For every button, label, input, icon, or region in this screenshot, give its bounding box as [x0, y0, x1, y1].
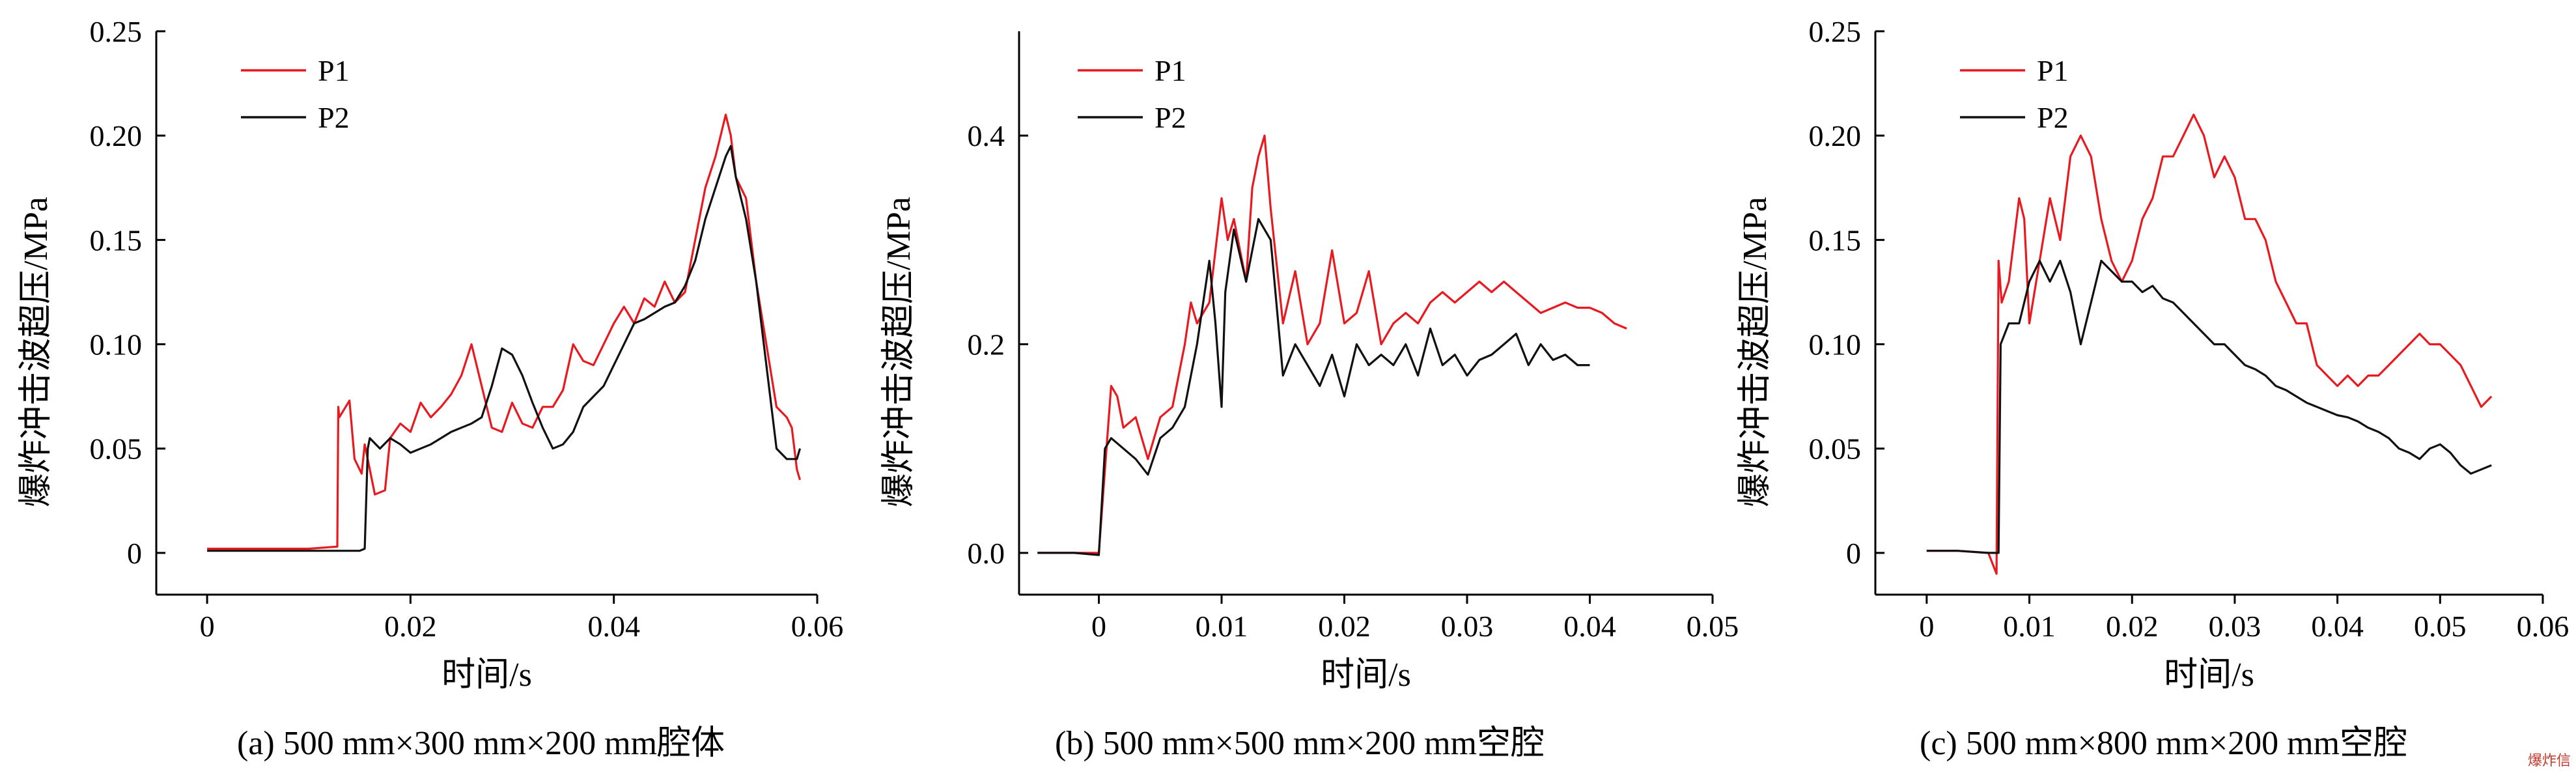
y-axis-label: 爆炸冲击波超压/MPa [880, 197, 917, 507]
series-p2-line [1926, 259, 2492, 554]
chart-a: 0 0.05 0.10 0.15 0.20 0.25 0 0.02 0.04 0.06 时间/s 爆炸… [18, 15, 843, 694]
legend-label-p2: P2 [1155, 101, 1186, 134]
y-tick-label: 0 [1846, 537, 1861, 570]
series-p1-line [1926, 113, 2493, 575]
x-tick-label: 0.05 [2414, 610, 2467, 643]
y-tick-label: 0.20 [1809, 119, 1862, 152]
legend-label-p1: P1 [1155, 54, 1186, 87]
series-p2-line [1037, 218, 1590, 556]
y-tick-label: 0.25 [1809, 15, 1862, 48]
x-tick-label: 0 [1091, 610, 1106, 643]
x-axis-label: 时间/s [2164, 657, 2254, 694]
x-tick-label: 0.06 [2517, 610, 2569, 643]
chart-c: 0 0.05 0.10 0.15 0.20 0.25 0 0.01 0.02 0.03 0.04 0.… [1737, 15, 2569, 694]
x-tick-label: 0.05 [1687, 610, 1739, 643]
x-tick-label: 0.04 [2311, 610, 2364, 643]
y-tick-label: 0 [127, 537, 142, 570]
y-tick-label: 0.05 [1809, 432, 1862, 466]
x-axis-label: 时间/s [441, 657, 532, 694]
x-tick-label: 0.02 [1318, 610, 1371, 643]
x-tick-label: 0.01 [2003, 610, 2056, 643]
x-tick-label: 0.01 [1196, 610, 1248, 643]
x-tick-label: 0 [1919, 610, 1934, 643]
series-p2-line [207, 145, 802, 552]
x-tick-label: 0.04 [1563, 610, 1616, 643]
series-p1-line [207, 113, 802, 550]
chart-b: 0.0 0.2 0.4 0 0.01 0.02 0.03 0.04 0.05 时间/s 爆炸冲击波超… [880, 31, 1739, 694]
y-tick-label: 0.2 [968, 328, 1005, 361]
y-tick-label: 0.0 [968, 537, 1005, 570]
x-tick-label: 0.02 [384, 610, 437, 643]
legend-label-p2: P2 [318, 101, 350, 134]
y-tick-label: 0.15 [90, 223, 143, 257]
y-tick-label: 0.20 [90, 119, 143, 152]
x-axis-label: 时间/s [1321, 657, 1411, 694]
y-axis-label: 爆炸冲击波超压/MPa [1737, 197, 1774, 507]
x-tick-label: 0 [200, 610, 215, 643]
y-tick-label: 0.10 [1809, 328, 1862, 361]
x-tick-label: 0.02 [2106, 610, 2159, 643]
y-tick-label: 0.15 [1809, 223, 1862, 257]
x-tick-label: 0.06 [791, 610, 844, 643]
x-tick-label: 0.03 [2209, 610, 2261, 643]
y-tick-label: 0.05 [90, 432, 143, 466]
x-tick-label: 0.04 [587, 610, 640, 643]
caption-b: (b) 500 mm×500 mm×200 mm空腔 [1055, 725, 1545, 762]
caption-a: (a) 500 mm×300 mm×200 mm腔体 [237, 725, 725, 762]
legend-label-p2: P2 [2037, 101, 2069, 134]
x-tick-label: 0.03 [1441, 610, 1494, 643]
legend-label-p1: P1 [318, 54, 350, 87]
y-tick-label: 0.4 [968, 119, 1005, 152]
caption-c: (c) 500 mm×800 mm×200 mm空腔 [1920, 725, 2408, 762]
watermark-logo: 爆炸信 [2527, 753, 2571, 769]
y-tick-label: 0.10 [90, 328, 143, 361]
y-tick-label: 0.25 [90, 15, 143, 48]
legend-label-p1: P1 [2037, 54, 2069, 87]
series-p1-line [1037, 134, 1627, 554]
y-axis-label: 爆炸冲击波超压/MPa [18, 197, 55, 507]
